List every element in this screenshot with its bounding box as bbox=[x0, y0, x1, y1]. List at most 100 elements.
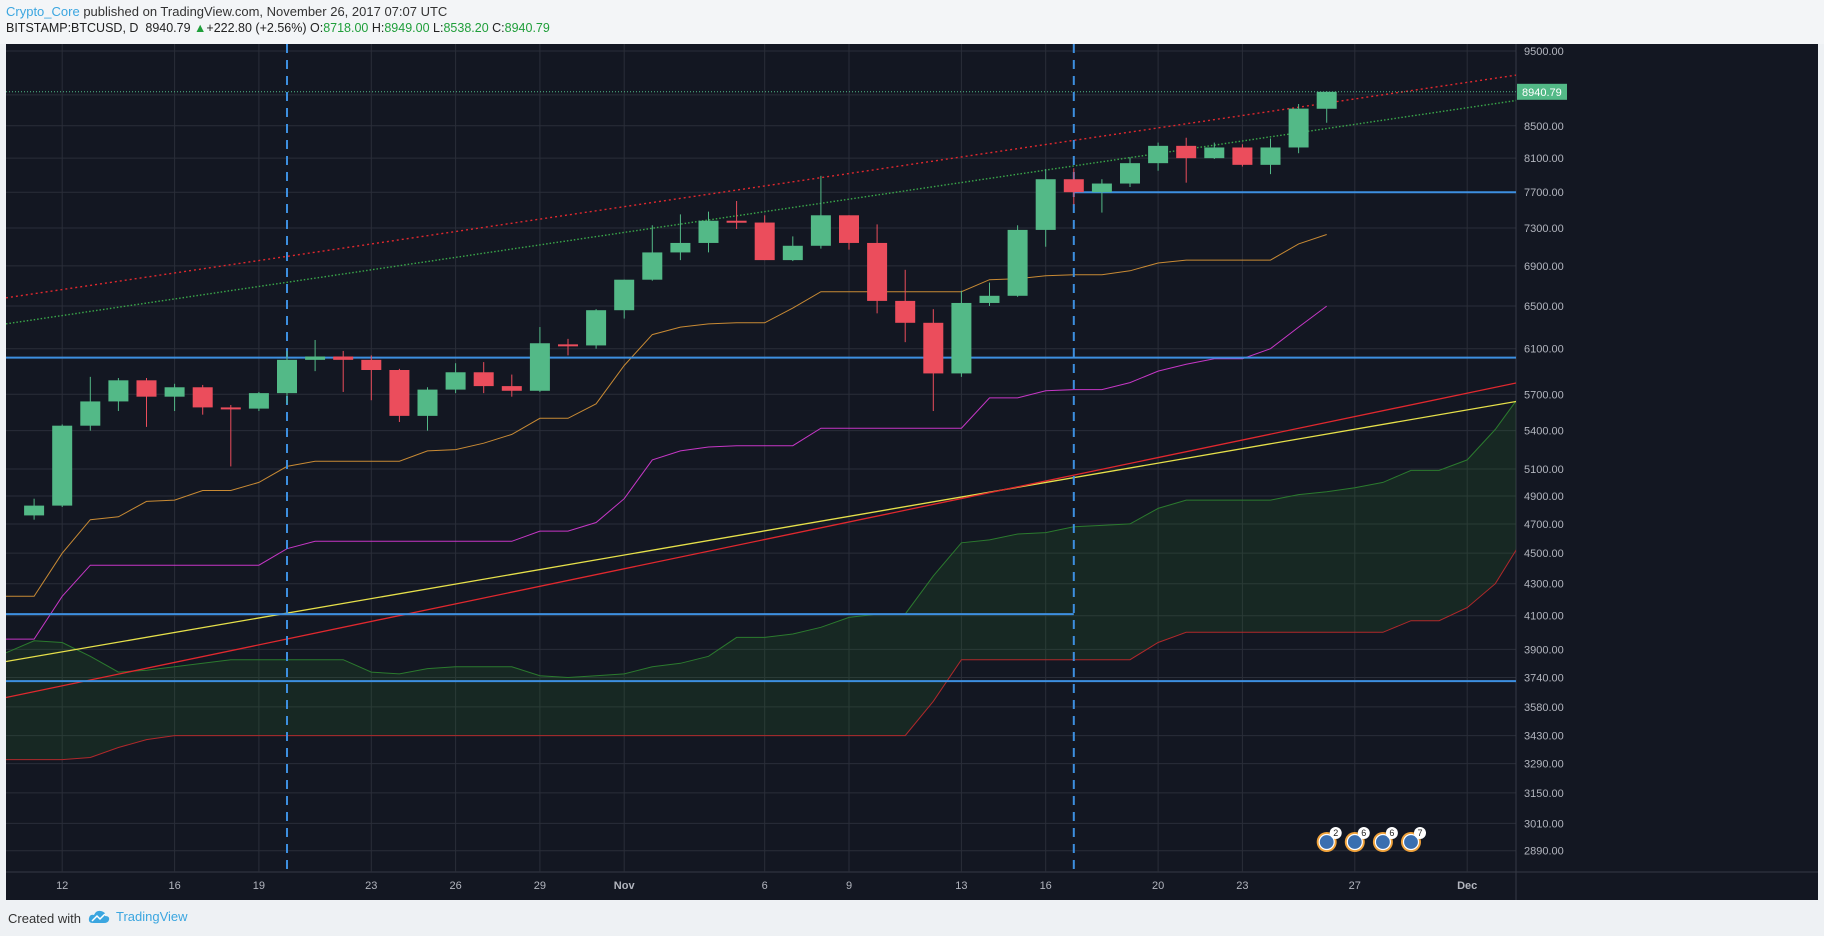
y-tick-label: 5100.00 bbox=[1524, 464, 1564, 476]
candle-body bbox=[1120, 163, 1140, 184]
x-tick-label: 13 bbox=[955, 880, 967, 892]
candle-body bbox=[895, 300, 916, 323]
candle-body bbox=[52, 425, 73, 506]
candle-body bbox=[108, 380, 129, 402]
candle-body bbox=[979, 295, 1000, 303]
candle-body bbox=[136, 380, 157, 397]
candle-body bbox=[867, 242, 888, 301]
candle-body bbox=[1232, 147, 1253, 165]
y-tick-label: 8500.00 bbox=[1524, 121, 1564, 133]
price-change: +222.80 (+2.56%) bbox=[206, 21, 307, 35]
y-tick-label: 3580.00 bbox=[1524, 702, 1564, 714]
candle-body bbox=[839, 215, 859, 243]
event-count: 6 bbox=[1389, 828, 1394, 838]
candle-body bbox=[529, 343, 550, 391]
x-tick-label: 12 bbox=[56, 880, 68, 892]
price-chart[interactable]: 9500.008900.008500.008100.007700.007300.… bbox=[6, 44, 1818, 900]
y-tick-label: 6900.00 bbox=[1524, 261, 1564, 273]
candle-body bbox=[642, 252, 663, 280]
candle-body bbox=[1063, 179, 1084, 193]
event-count: 6 bbox=[1361, 828, 1366, 838]
y-tick-label: 4700.00 bbox=[1524, 519, 1564, 531]
event-marker: 6 bbox=[1372, 827, 1398, 852]
tradingview-link[interactable]: TradingView bbox=[88, 909, 188, 924]
candle-body bbox=[277, 359, 297, 394]
close-label: C: bbox=[492, 21, 505, 35]
close-value: 8940.79 bbox=[504, 21, 550, 35]
event-count: 7 bbox=[1417, 828, 1422, 838]
x-tick-label: 27 bbox=[1349, 880, 1361, 892]
candle-body bbox=[558, 344, 578, 347]
x-tick-label: Dec bbox=[1457, 880, 1477, 892]
event-marker: 7 bbox=[1401, 827, 1426, 852]
author-link[interactable]: Crypto_Core bbox=[6, 4, 80, 19]
candle-body bbox=[417, 389, 438, 416]
y-tick-label: 7700.00 bbox=[1524, 187, 1564, 199]
header-bar: Crypto_Core published on TradingView.com… bbox=[0, 0, 1824, 44]
candle-body bbox=[726, 220, 747, 223]
y-tick-label: 3900.00 bbox=[1524, 644, 1564, 656]
y-tick-label: 4900.00 bbox=[1524, 491, 1564, 503]
last-price-label: 8940.79 bbox=[1522, 87, 1562, 99]
x-tick-label: 29 bbox=[534, 880, 546, 892]
cloud-fill bbox=[6, 400, 1516, 760]
y-tick-label: 3010.00 bbox=[1524, 818, 1564, 830]
y-tick-label: 2890.00 bbox=[1524, 846, 1564, 858]
x-tick-label: 6 bbox=[762, 880, 768, 892]
x-tick-label: 23 bbox=[365, 880, 377, 892]
chart-svg[interactable]: 9500.008900.008500.008100.007700.007300.… bbox=[6, 44, 1818, 900]
y-tick-label: 9500.00 bbox=[1524, 46, 1564, 58]
orange-line bbox=[6, 234, 1327, 597]
candle-body bbox=[1176, 145, 1197, 159]
candle-body bbox=[698, 220, 719, 243]
cloud-logo-icon bbox=[88, 910, 110, 923]
flag-icon bbox=[1402, 833, 1420, 851]
candle-body bbox=[1091, 183, 1112, 193]
candle-body bbox=[1260, 147, 1281, 165]
low-value: 8538.20 bbox=[443, 21, 489, 35]
candle-body bbox=[24, 505, 45, 516]
created-with-text: Created with bbox=[8, 911, 81, 926]
candle-body bbox=[923, 322, 944, 374]
candle-body bbox=[614, 279, 635, 311]
event-count-badge bbox=[1357, 827, 1370, 839]
candle-body bbox=[473, 372, 494, 387]
low-label: L: bbox=[433, 21, 444, 35]
y-tick-label: 7300.00 bbox=[1524, 223, 1564, 235]
tradingview-brand: TradingView bbox=[116, 909, 188, 924]
candle-body bbox=[164, 387, 185, 397]
candle-body bbox=[1035, 179, 1056, 230]
candle-body bbox=[670, 242, 691, 253]
event-count-badge bbox=[1414, 827, 1426, 839]
candle-body bbox=[810, 215, 831, 246]
last-price-tag bbox=[1517, 83, 1567, 100]
candle-body bbox=[754, 222, 775, 261]
event-marker: 6 bbox=[1344, 827, 1370, 852]
flag-icon bbox=[1318, 833, 1335, 851]
cloud-span-a bbox=[6, 400, 1516, 679]
candle-body bbox=[389, 369, 410, 416]
candle-body bbox=[1288, 108, 1309, 148]
published-text: published on TradingView.com, November 2… bbox=[83, 4, 448, 19]
candle-body bbox=[1007, 229, 1028, 296]
candle-body bbox=[248, 393, 269, 409]
x-tick-label: 9 bbox=[846, 880, 852, 892]
y-tick-label: 3150.00 bbox=[1524, 788, 1564, 800]
candle-body bbox=[586, 310, 607, 346]
candle-body bbox=[1204, 147, 1225, 159]
x-tick-label: 26 bbox=[449, 880, 461, 892]
x-tick-label: 16 bbox=[168, 880, 180, 892]
candle-body bbox=[501, 386, 522, 391]
flag-icon bbox=[1374, 833, 1392, 851]
published-line: Crypto_Core published on TradingView.com… bbox=[6, 4, 447, 19]
high-label: H: bbox=[371, 21, 385, 35]
up-arrow-icon: ▲ bbox=[194, 21, 207, 35]
candle-body bbox=[305, 356, 326, 360]
y-tick-label: 6100.00 bbox=[1524, 344, 1564, 356]
cloud-span-b bbox=[6, 549, 1516, 761]
event-marker: 2 bbox=[1316, 827, 1342, 852]
candle-body bbox=[361, 359, 382, 370]
high-value: 8949.00 bbox=[384, 21, 430, 35]
y-tick-label: 3430.00 bbox=[1524, 731, 1564, 743]
footer-bar: Created with TradingView bbox=[0, 900, 1824, 936]
